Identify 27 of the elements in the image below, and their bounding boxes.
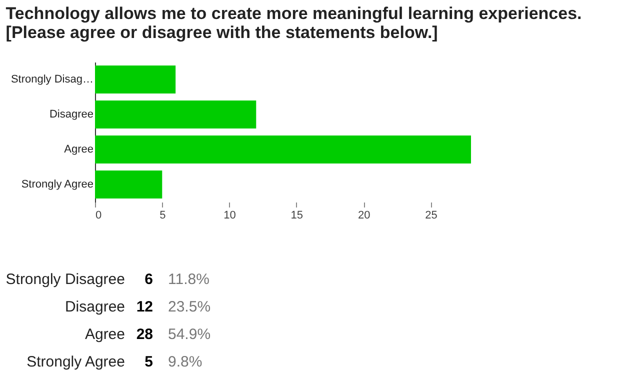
bar <box>95 66 176 94</box>
text: Strongly Disagree <box>6 270 125 288</box>
text: 23.5% <box>168 298 211 316</box>
bar <box>95 100 256 128</box>
text: Agree <box>84 326 125 343</box>
text: [Please agree or disagree with the statements below.] <box>6 23 438 42</box>
text: Technology allows me to create more meaningful learning experiences. <box>6 4 582 23</box>
text: 9.8% <box>168 353 202 370</box>
bar <box>95 170 162 198</box>
y-tick-label: Strongly Disag… <box>10 74 94 86</box>
text: 12 <box>136 298 153 316</box>
x-tick-label: 25 <box>425 210 438 222</box>
y-tick-label: Agree <box>64 144 94 156</box>
text: 6 <box>144 270 153 288</box>
text: 28 <box>136 326 153 343</box>
x-tick-label: 20 <box>358 210 370 222</box>
y-tick-label: Disagree <box>49 108 94 120</box>
text: Disagree <box>64 298 125 316</box>
x-tick-label: 10 <box>224 210 236 222</box>
x-tick-label: 15 <box>290 210 304 222</box>
text: 11.8% <box>168 270 210 288</box>
x-tick-label: 5 <box>160 210 166 222</box>
y-tick-label: Strongly Agree <box>21 178 94 190</box>
text: 54.9% <box>168 326 211 343</box>
text: 5 <box>144 353 153 370</box>
bar <box>95 136 471 164</box>
x-tick-label: 0 <box>96 210 102 222</box>
